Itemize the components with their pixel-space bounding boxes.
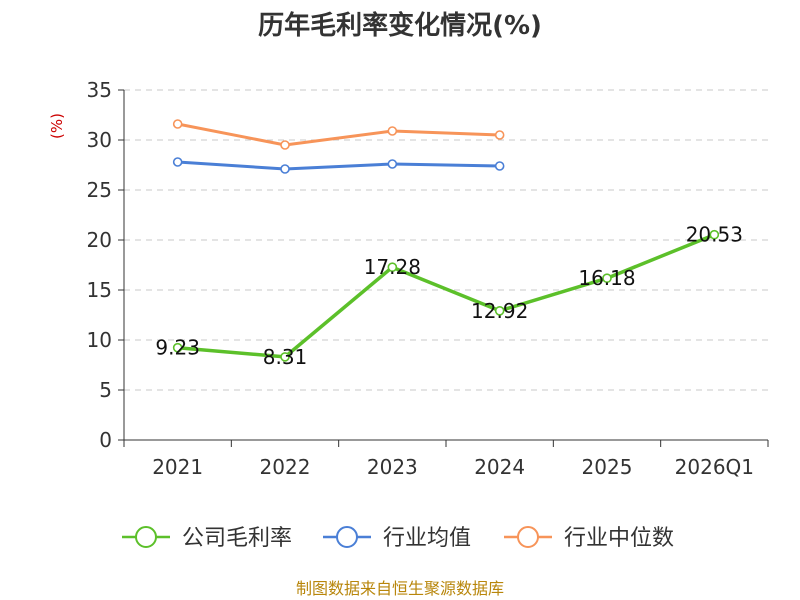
legend-label: 行业均值 (383, 526, 471, 551)
x-tick-label: 2023 (367, 455, 418, 479)
legend-item-0[interactable]: 公司毛利率 (122, 526, 292, 551)
data-point (709, 229, 720, 240)
y-tick-label: 20 (87, 228, 112, 252)
y-tick-label: 25 (87, 178, 112, 202)
data-label: 9.23 (155, 336, 200, 360)
legend[interactable]: 公司毛利率 行业均值 行业中位数 (122, 526, 674, 551)
data-label: 20.53 (686, 223, 743, 247)
data-label: 17.28 (364, 255, 421, 279)
axes (118, 89, 769, 447)
data-point (494, 161, 505, 171)
data-point (172, 157, 183, 167)
series-line-0 (177, 233, 715, 359)
series-line-1 (177, 160, 500, 171)
legend-marker-icon (517, 526, 539, 548)
y-axis-ticks: 0 5 10 15 20 25 30 35 (87, 78, 112, 452)
data-point (387, 159, 398, 169)
legend-item-2[interactable]: 行业中位数 (504, 526, 674, 551)
legend-item-1[interactable]: 行业均值 (323, 526, 471, 551)
data-point (280, 140, 290, 150)
y-axis-unit: (%) (48, 113, 66, 139)
y-tick-label: 10 (87, 328, 112, 352)
x-tick-label: 2021 (152, 455, 203, 479)
series-line-2 (177, 122, 500, 147)
data-point (494, 305, 505, 316)
y-tick-label: 30 (87, 128, 112, 152)
data-label: 16.18 (578, 266, 635, 290)
legend-marker-icon (336, 526, 358, 548)
x-tick-label: 2022 (260, 455, 311, 479)
data-point (387, 126, 398, 136)
data-label: 8.31 (263, 345, 308, 369)
y-tick-label: 15 (87, 278, 112, 302)
x-tick-label: 2025 (582, 455, 633, 479)
data-point (494, 130, 505, 140)
data-label: 12.92 (471, 299, 528, 323)
y-tick-label: 0 (99, 428, 112, 452)
data-point (172, 342, 183, 353)
x-tick-label: 2024 (474, 455, 525, 479)
series-group (172, 119, 720, 362)
y-tick-label: 5 (99, 378, 112, 402)
data-point (387, 262, 398, 273)
legend-marker-icon (135, 526, 157, 548)
x-axis-ticks: 2021 2022 2023 2024 2025 2026Q1 (152, 455, 754, 479)
y-tick-label: 35 (87, 78, 112, 102)
data-point (280, 352, 290, 362)
data-point (602, 273, 612, 284)
legend-label: 公司毛利率 (182, 526, 292, 551)
x-tick-label: 2026Q1 (675, 455, 754, 479)
source-note: 制图数据来自恒生聚源数据库 (296, 579, 504, 598)
grid-lines (124, 89, 768, 391)
data-point (280, 164, 290, 174)
data-point (172, 119, 183, 129)
chart-title: 历年毛利率变化情况(%) (258, 10, 542, 41)
legend-label: 行业中位数 (564, 526, 674, 551)
data-labels: 9.23 8.31 17.28 12.92 16.18 20.53 (155, 223, 743, 369)
